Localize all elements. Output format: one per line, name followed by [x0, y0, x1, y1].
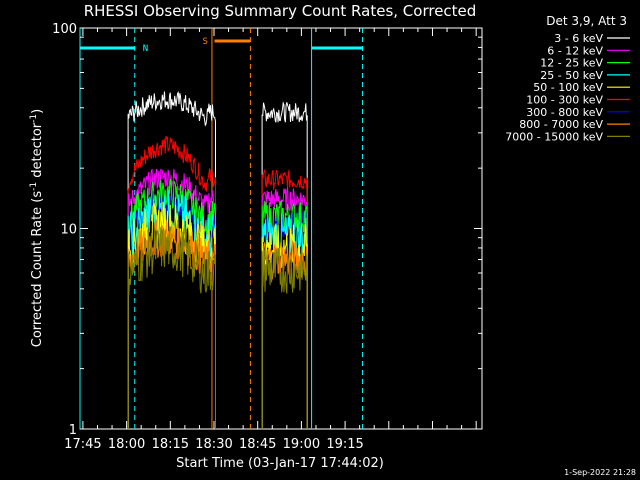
legend-entry-label: 3 - 6 keV: [554, 32, 603, 45]
night-label: N: [143, 44, 148, 54]
legend-entry-label: 12 - 25 keV: [540, 57, 603, 70]
x-tick-label: 19:00: [283, 437, 320, 452]
series-line: [261, 246, 308, 429]
series-line: [261, 240, 308, 429]
series-line: [127, 178, 216, 429]
chart-title: RHESSI Observing Summary Count Rates, Co…: [84, 2, 477, 20]
series-lines: [127, 91, 308, 429]
y-axis-ticks: 1 10 100: [52, 22, 482, 438]
y-axis-label-mid: detector: [30, 122, 45, 182]
legend-header: Det 3,9, Att 3: [546, 14, 627, 28]
series-line: [127, 91, 216, 429]
y-tick-label: 10: [60, 223, 77, 238]
legend-entry-label: 100 - 300 keV: [526, 94, 603, 107]
x-tick-label: 18:30: [195, 437, 232, 452]
y-tick-label: 100: [52, 22, 77, 37]
y-axis-label-main: Corrected Count Rate (s: [30, 191, 45, 348]
legend-entry-label: 25 - 50 keV: [540, 69, 603, 82]
series-line: [261, 168, 308, 429]
series-line: [127, 226, 216, 429]
y-axis-label-sup1: -1: [29, 182, 39, 191]
y-tick-label: 1: [69, 423, 77, 438]
legend-entry-label: 7000 - 15000 keV: [505, 130, 603, 143]
x-tick-label: 18:15: [152, 437, 189, 452]
saa-label: S: [203, 37, 208, 47]
x-axis-label: Start Time (03-Jan-17 17:44:02): [176, 456, 384, 471]
x-tick-label: 18:00: [108, 437, 145, 452]
plot-area: 1 10 100 17:45 18:00 18:15 18:30 18:45 19:00 19:…: [52, 22, 483, 452]
legend-entry-label: 6 - 12 keV: [547, 44, 603, 57]
series-line: [261, 101, 308, 429]
flag-bars: NS: [80, 37, 363, 54]
x-axis-ticks: 17:45 18:00 18:15 18:30 18:45 19:00 19:15: [64, 28, 477, 452]
x-tick-label: 19:15: [326, 437, 363, 452]
series-line: [127, 219, 216, 429]
x-tick-label: 18:45: [239, 437, 276, 452]
y-axis-label-sup2: -1: [29, 114, 39, 123]
legend-entry-label: 50 - 100 keV: [533, 81, 603, 94]
event-markers: [79, 28, 364, 429]
footer-timestamp: 1-Sep-2022 21:28: [564, 468, 636, 477]
legend-entry-label: 800 - 7000 keV: [519, 118, 603, 131]
x-tick-label: 17:45: [64, 437, 101, 452]
series-line: [261, 214, 308, 429]
y-axis-label: Corrected Count Rate (s-1 detector-1): [29, 109, 45, 347]
legend-entry-label: 300 - 800 keV: [526, 106, 603, 119]
y-axis-label-end: ): [30, 109, 45, 114]
series-line: [127, 135, 216, 429]
